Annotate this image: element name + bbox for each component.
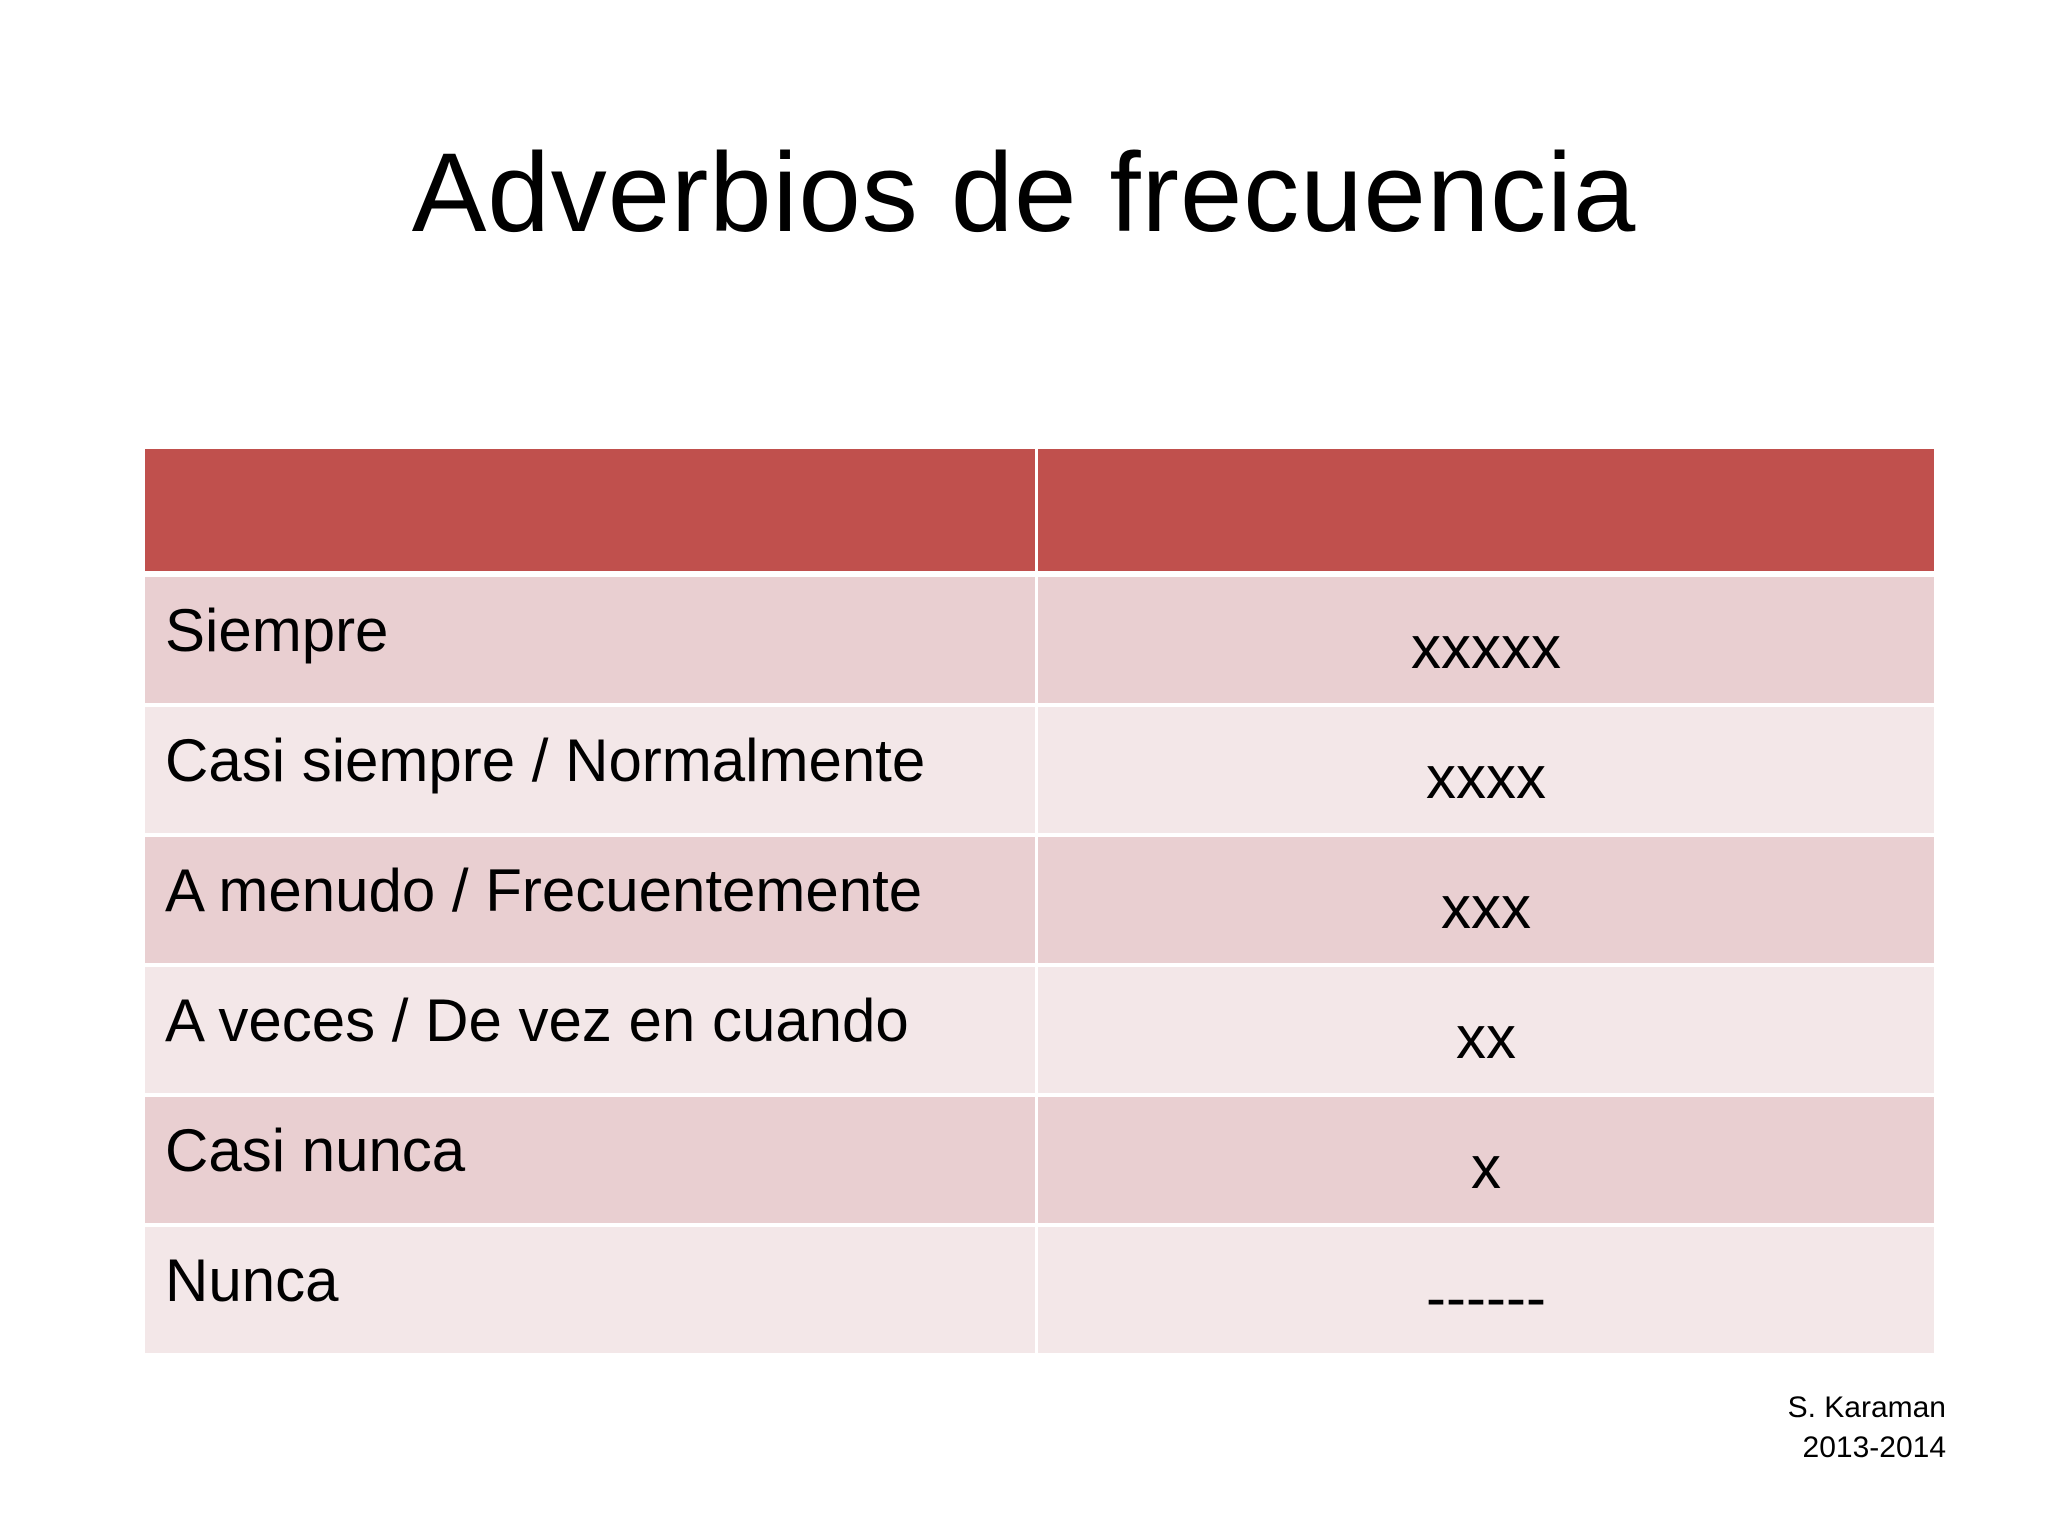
adverb-text: Casi nunca (165, 1116, 466, 1184)
header-cell (145, 449, 1038, 577)
table-row: Casi siempre / Normalmente xxxx (145, 707, 1934, 837)
frequency-table: Siempre xxxxx Casi siempre / Normalmente… (145, 449, 1934, 1357)
frequency-cell: xxxx (1038, 707, 1934, 837)
frequency-cell: ------ (1038, 1227, 1934, 1357)
table-row: Casi nunca x (145, 1097, 1934, 1227)
adverb-text: Casi siempre / Normalmente (165, 726, 926, 794)
footer-year: 2013-2014 (1802, 1431, 1946, 1464)
adverb-text: Nunca (165, 1246, 339, 1314)
table-row: Nunca ------ (145, 1227, 1934, 1357)
table-row: A menudo / Frecuentemente xxx (145, 837, 1934, 967)
adverb-text: Siempre (165, 596, 389, 664)
slide-title: Adverbios de frecuencia (411, 130, 1637, 255)
adverb-cell: Siempre (145, 577, 1038, 707)
adverb-cell: Casi nunca (145, 1097, 1038, 1227)
adverb-cell: A menudo / Frecuentemente (145, 837, 1038, 967)
adverb-cell: Nunca (145, 1227, 1038, 1357)
frequency-cell: xx (1038, 967, 1934, 1097)
adverb-text: A veces / De vez en cuando (165, 986, 909, 1054)
frequency-cell: xxxxx (1038, 577, 1934, 707)
table-row: Siempre xxxxx (145, 577, 1934, 707)
header-cell (1038, 449, 1934, 577)
table-row: A veces / De vez en cuando xx (145, 967, 1934, 1097)
footer: S. Karaman 2013-2014 (1788, 1388, 1946, 1468)
frequency-cell: xxx (1038, 837, 1934, 967)
adverb-cell: A veces / De vez en cuando (145, 967, 1038, 1097)
adverb-cell: Casi siempre / Normalmente (145, 707, 1038, 837)
adverb-text: A menudo / Frecuentemente (165, 856, 923, 924)
footer-author: S. Karaman (1787, 1391, 1946, 1424)
frequency-cell: x (1038, 1097, 1934, 1227)
table-header-row (145, 449, 1934, 577)
